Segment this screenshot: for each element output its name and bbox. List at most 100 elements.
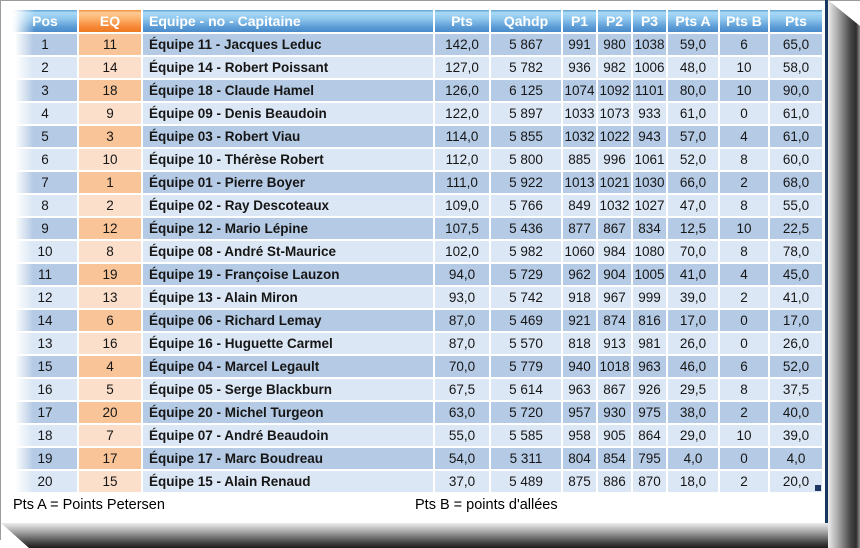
standings-sheet: Pos EQ Equipe - no - Capitaine Pts Qahdp…: [13, 10, 822, 492]
cell-qahdp: 5 614: [491, 379, 561, 400]
cell-pts-a: 47,0: [668, 195, 718, 216]
cell-eq: 20: [79, 402, 141, 423]
frame-left-edge: [0, 0, 1, 540]
cell-p1: 921: [563, 310, 596, 331]
cell-pts-a: 18,0: [668, 471, 718, 492]
cell-pos: 7: [13, 172, 77, 193]
cell-eq: 7: [79, 425, 141, 446]
cell-pts-a: 57,0: [668, 126, 718, 147]
cell-equipe: Équipe 11 - Jacques Leduc: [143, 34, 433, 55]
cell-p1: 1033: [563, 103, 596, 124]
cell-p2: 904: [598, 264, 631, 285]
cell-eq: 1: [79, 172, 141, 193]
cell-pts-total: 78,0: [770, 241, 822, 262]
cell-qahdp: 5 720: [491, 402, 561, 423]
resize-handle-icon: [815, 485, 821, 491]
table-row: 20 15 Équipe 15 - Alain Renaud 37,0 5 489 875…: [13, 471, 822, 492]
cell-p3: 981: [633, 333, 666, 354]
col-header-qahdp: Qahdp: [491, 10, 561, 32]
cell-equipe: Équipe 20 - Michel Turgeon: [143, 402, 433, 423]
cell-pts-b: 8: [720, 149, 768, 170]
cell-equipe: Équipe 19 - Françoise Lauzon: [143, 264, 433, 285]
cell-equipe: Équipe 02 - Ray Descoteaux: [143, 195, 433, 216]
cell-p1: 958: [563, 425, 596, 446]
cell-qahdp: 5 782: [491, 57, 561, 78]
cell-pos: 12: [13, 287, 77, 308]
cell-pos: 18: [13, 425, 77, 446]
cell-p3: 1061: [633, 149, 666, 170]
cell-pos: 8: [13, 195, 77, 216]
cell-pts-total: 22,5: [770, 218, 822, 239]
cell-eq: 6: [79, 310, 141, 331]
cell-pts: 127,0: [435, 57, 489, 78]
cell-eq: 15: [79, 471, 141, 492]
cell-pts-a: 70,0: [668, 241, 718, 262]
cell-pts-a: 48,0: [668, 57, 718, 78]
cell-qahdp: 5 742: [491, 287, 561, 308]
cell-equipe: Équipe 01 - Pierre Boyer: [143, 172, 433, 193]
cell-qahdp: 5 766: [491, 195, 561, 216]
cell-pts-b: 8: [720, 379, 768, 400]
cell-pos: 3: [13, 80, 77, 101]
cell-pos: 20: [13, 471, 77, 492]
cell-pos: 16: [13, 379, 77, 400]
cell-pos: 10: [13, 241, 77, 262]
table-row: 8 2 Équipe 02 - Ray Descoteaux 109,0 5 766 84…: [13, 195, 822, 216]
cell-equipe: Équipe 12 - Mario Lépine: [143, 218, 433, 239]
cell-p3: 864: [633, 425, 666, 446]
cell-pts-a: 29,5: [668, 379, 718, 400]
cell-pts-total: 37,5: [770, 379, 822, 400]
cell-pts: 102,0: [435, 241, 489, 262]
table-row: 14 6 Équipe 06 - Richard Lemay 87,0 5 469 921…: [13, 310, 822, 331]
cell-pts-total: 4,0: [770, 448, 822, 469]
cell-pts-b: 0: [720, 448, 768, 469]
cell-pts: 54,0: [435, 448, 489, 469]
cell-equipe: Équipe 03 - Robert Viau: [143, 126, 433, 147]
cell-eq: 10: [79, 149, 141, 170]
cell-p1: 804: [563, 448, 596, 469]
cell-equipe: Équipe 13 - Alain Miron: [143, 287, 433, 308]
cell-pts-a: 66,0: [668, 172, 718, 193]
cell-pts: 122,0: [435, 103, 489, 124]
cell-pts-total: 60,0: [770, 149, 822, 170]
table-row: 13 16 Équipe 16 - Huguette Carmel 87,0 5 570…: [13, 333, 822, 354]
cell-eq: 17: [79, 448, 141, 469]
cell-pts-b: 10: [720, 80, 768, 101]
cell-p1: 991: [563, 34, 596, 55]
cell-pts: 63,0: [435, 402, 489, 423]
cell-pts: 112,0: [435, 149, 489, 170]
cell-qahdp: 5 800: [491, 149, 561, 170]
cell-p2: 867: [598, 218, 631, 239]
cell-p1: 1013: [563, 172, 596, 193]
cell-p1: 936: [563, 57, 596, 78]
cell-p1: 849: [563, 195, 596, 216]
table-row: 15 4 Équipe 04 - Marcel Legault 70,0 5 779 94…: [13, 356, 822, 377]
cell-pts-b: 8: [720, 195, 768, 216]
cell-pts-a: 29,0: [668, 425, 718, 446]
table-row: 1 11 Équipe 11 - Jacques Leduc 142,0 5 867 99…: [13, 34, 822, 55]
cell-p3: 870: [633, 471, 666, 492]
cell-eq: 2: [79, 195, 141, 216]
cell-pts-b: 4: [720, 264, 768, 285]
cell-p2: 913: [598, 333, 631, 354]
cell-pos: 13: [13, 333, 77, 354]
table-row: 5 3 Équipe 03 - Robert Viau 114,0 5 855 1032 1…: [13, 126, 822, 147]
cell-pts-a: 26,0: [668, 333, 718, 354]
table-body: 1 11 Équipe 11 - Jacques Leduc 142,0 5 867 99…: [13, 34, 822, 492]
cell-pts-a: 59,0: [668, 34, 718, 55]
cell-qahdp: 5 855: [491, 126, 561, 147]
cell-pts: 87,0: [435, 310, 489, 331]
cell-equipe: Équipe 05 - Serge Blackburn: [143, 379, 433, 400]
cell-pos: 4: [13, 103, 77, 124]
cell-p3: 1005: [633, 264, 666, 285]
table-row: 4 9 Équipe 09 - Denis Beaudoin 122,0 5 897 10…: [13, 103, 822, 124]
cell-pts-a: 46,0: [668, 356, 718, 377]
cell-eq: 13: [79, 287, 141, 308]
cell-p1: 963: [563, 379, 596, 400]
cell-qahdp: 5 585: [491, 425, 561, 446]
table-row: 11 19 Équipe 19 - Françoise Lauzon 94,0 5 72…: [13, 264, 822, 285]
cell-qahdp: 6 125: [491, 80, 561, 101]
cell-p2: 854: [598, 448, 631, 469]
cell-pts: 111,0: [435, 172, 489, 193]
cell-pts: 126,0: [435, 80, 489, 101]
